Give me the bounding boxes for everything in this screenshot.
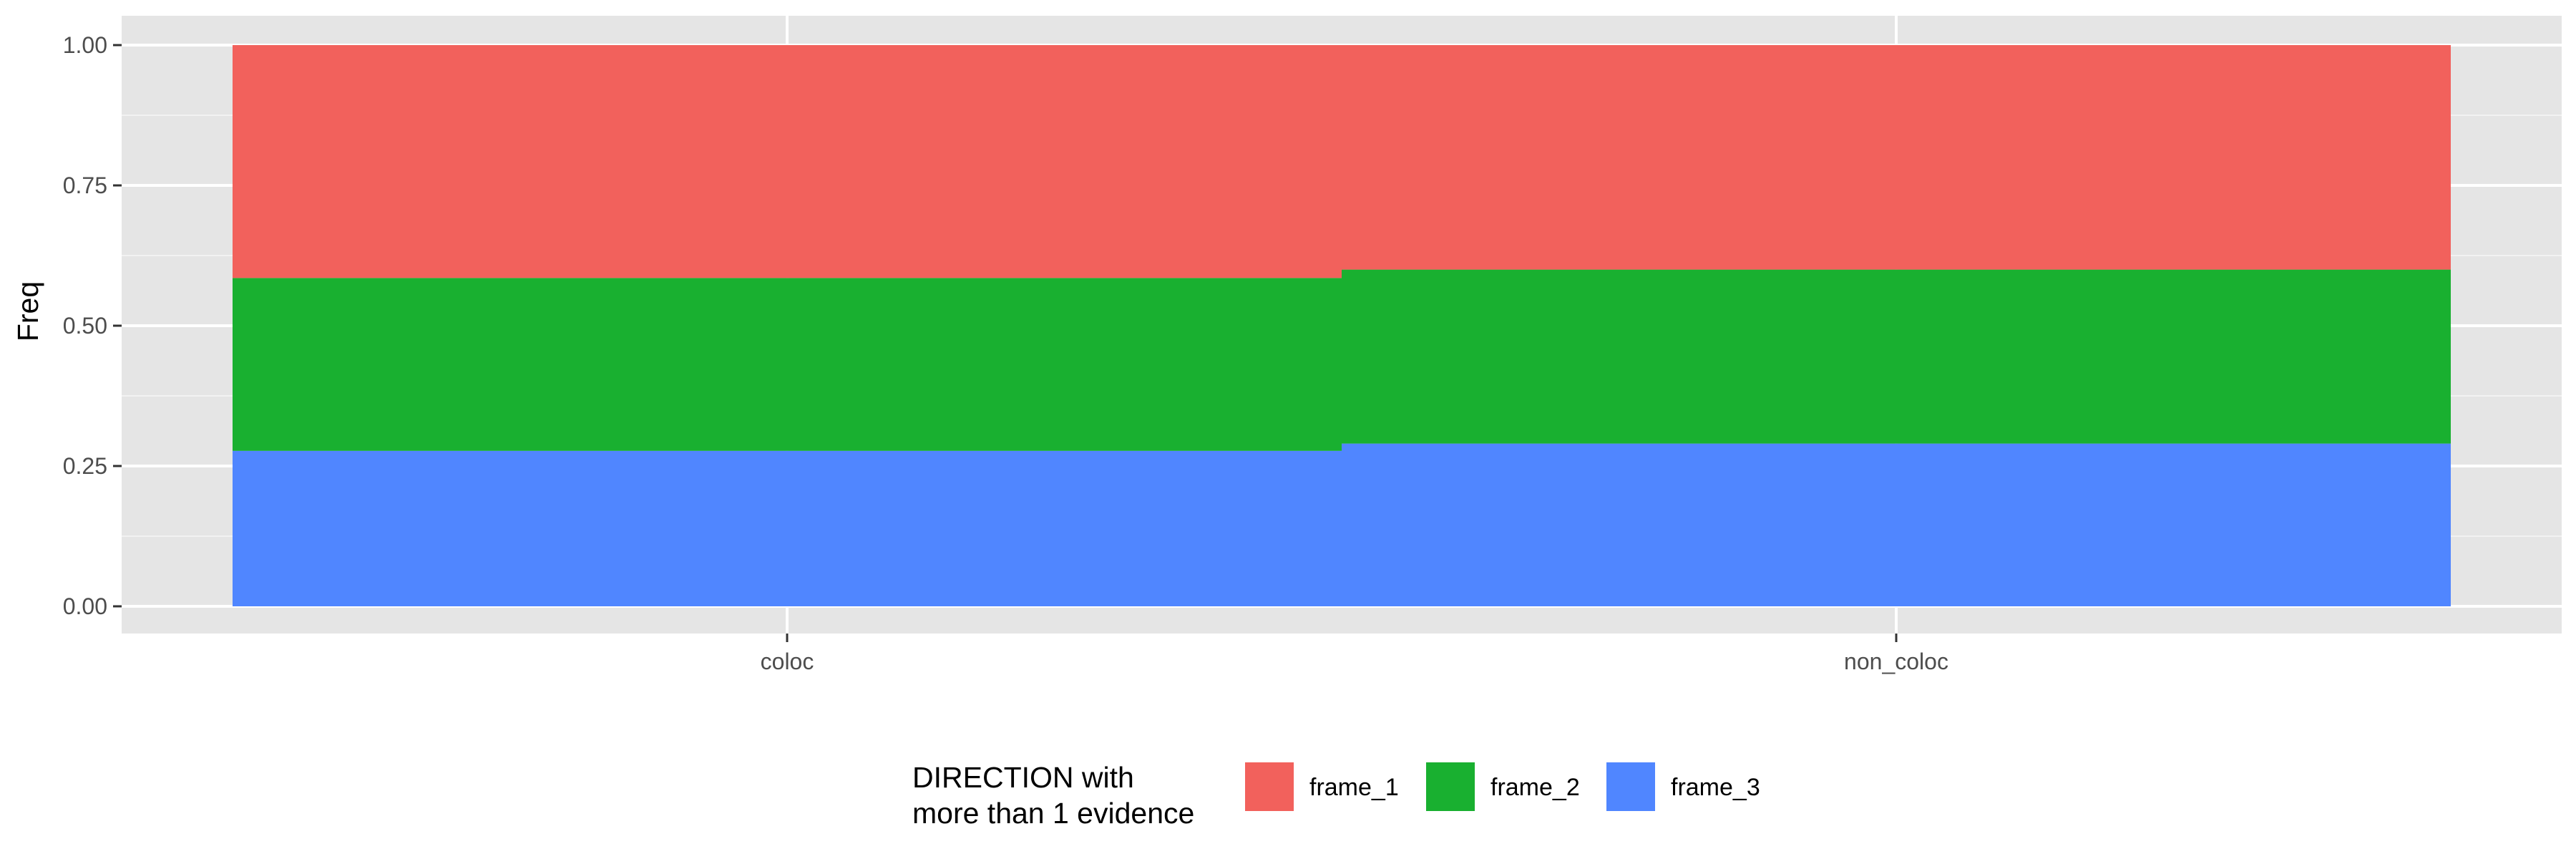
bar-frame_1-non_coloc bbox=[1342, 45, 2451, 270]
y-axis-title: Freq bbox=[11, 281, 44, 341]
y-tick-label: 0.50 bbox=[63, 313, 107, 339]
legend-label-frame_3: frame_3 bbox=[1671, 774, 1760, 801]
legend-key-frame_3 bbox=[1606, 762, 1655, 811]
y-tick-label: 0.00 bbox=[63, 593, 107, 619]
x-axis: coloc non_coloc bbox=[761, 634, 1948, 674]
x-tick-label: non_coloc bbox=[1844, 649, 1948, 674]
legend-title-line-2: more than 1 evidence bbox=[912, 797, 1194, 830]
legend-label-frame_1: frame_1 bbox=[1309, 774, 1399, 801]
legend-key-frame_2 bbox=[1426, 762, 1475, 811]
bar-frame_2-non_coloc bbox=[1342, 269, 2451, 444]
bar-frame_1-coloc bbox=[233, 45, 1342, 278]
legend-label-frame_2: frame_2 bbox=[1491, 774, 1580, 801]
y-tick-label: 0.75 bbox=[63, 173, 107, 198]
y-tick-label: 0.25 bbox=[63, 453, 107, 479]
y-tick-label: 1.00 bbox=[63, 32, 107, 58]
bar-frame_3-non_coloc bbox=[1342, 443, 2451, 606]
legend: DIRECTION with more than 1 evidence fram… bbox=[912, 761, 1760, 830]
legend-key-frame_1 bbox=[1245, 762, 1294, 811]
legend-title-line-1: DIRECTION with bbox=[912, 761, 1134, 794]
bars bbox=[233, 45, 2451, 606]
bar-frame_2-coloc bbox=[233, 278, 1342, 451]
y-axis: 0.00 0.25 0.50 0.75 1.00 bbox=[63, 32, 122, 619]
x-tick-label: coloc bbox=[761, 649, 814, 674]
bar-frame_3-coloc bbox=[233, 450, 1342, 606]
legend-keys: frame_1 frame_2 frame_3 bbox=[1245, 762, 1760, 811]
